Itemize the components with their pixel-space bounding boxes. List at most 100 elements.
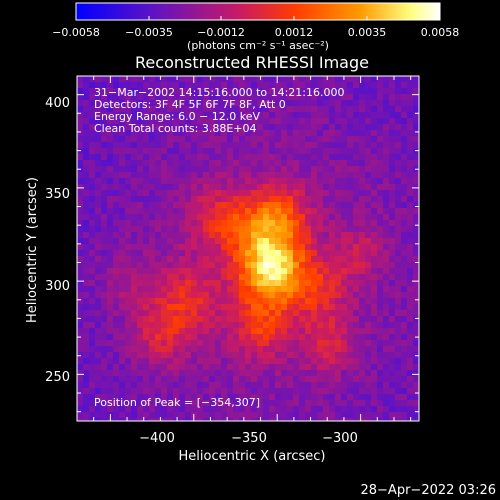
heatmap-cell [245, 190, 252, 197]
heatmap-cell [203, 322, 210, 329]
heatmap-cell [371, 304, 378, 311]
heatmap-cell [161, 292, 168, 299]
heatmap-cell [179, 196, 186, 203]
heatmap-cell [131, 418, 138, 421]
heatmap-cell [335, 124, 342, 131]
heatmap-cell [323, 76, 330, 83]
heatmap-cell [359, 382, 366, 389]
heatmap-cell [251, 88, 258, 95]
heatmap-cell [263, 130, 270, 137]
heatmap-cell [245, 292, 252, 299]
heatmap-cell [335, 286, 342, 293]
heatmap-cell [377, 124, 384, 131]
heatmap-cell [299, 166, 306, 173]
heatmap-cell [89, 346, 96, 353]
heatmap-cell [383, 202, 390, 209]
heatmap-cell [245, 256, 252, 263]
heatmap-cell [101, 376, 108, 383]
heatmap-cell [281, 166, 288, 173]
heatmap-cell [299, 364, 306, 371]
heatmap-cell [353, 136, 360, 143]
heatmap-cell [149, 106, 156, 113]
heatmap-cell [251, 244, 258, 251]
heatmap-cell [377, 388, 384, 395]
heatmap-cell [287, 364, 294, 371]
heatmap-cell [377, 184, 384, 191]
heatmap-cell [269, 352, 276, 359]
heatmap-cell [395, 214, 402, 221]
heatmap-cell [89, 166, 96, 173]
heatmap-cell [263, 190, 270, 197]
heatmap-cell [323, 136, 330, 143]
heatmap-cell [395, 184, 402, 191]
heatmap-cell [203, 238, 210, 245]
heatmap-cell [125, 82, 132, 89]
heatmap-cell [203, 214, 210, 221]
heatmap-cell [281, 298, 288, 305]
heatmap-cell [209, 340, 216, 347]
heatmap-cell [239, 280, 246, 287]
heatmap-cell [113, 226, 120, 233]
heatmap-cell [95, 154, 102, 161]
heatmap-cell [131, 106, 138, 113]
heatmap-cell [395, 376, 402, 383]
heatmap-cell [413, 394, 419, 401]
heatmap-cell [131, 244, 138, 251]
heatmap-cell [257, 172, 264, 179]
heatmap-cell [251, 220, 258, 227]
heatmap-cell [173, 190, 180, 197]
heatmap-cell [323, 88, 330, 95]
chart-title: Reconstructed RHESSI Image [135, 53, 369, 72]
heatmap-cell [119, 124, 126, 131]
heatmap-cell [323, 388, 330, 395]
heatmap-cell [269, 166, 276, 173]
heatmap-cell [317, 280, 324, 287]
heatmap-cell [329, 394, 336, 401]
heatmap-cell [191, 256, 198, 263]
heatmap-cell [185, 406, 192, 413]
heatmap-cell [227, 346, 234, 353]
heatmap-cell [83, 292, 90, 299]
heatmap-cell [329, 322, 336, 329]
heatmap-cell [131, 352, 138, 359]
heatmap-cell [83, 256, 90, 263]
heatmap-cell [401, 148, 408, 155]
heatmap-cell [341, 304, 348, 311]
heatmap-cell [119, 388, 126, 395]
heatmap-cell [389, 214, 396, 221]
heatmap-cell [251, 280, 258, 287]
heatmap-cell [215, 112, 222, 119]
heatmap-cell [407, 112, 414, 119]
heatmap-cell [257, 214, 264, 221]
heatmap-cell [317, 382, 324, 389]
heatmap-cell [143, 88, 150, 95]
heatmap-cell [371, 232, 378, 239]
heatmap-cell [149, 340, 156, 347]
heatmap-cell [215, 136, 222, 143]
heatmap-cell [191, 250, 198, 257]
heatmap-cell [149, 280, 156, 287]
heatmap-cell [119, 202, 126, 209]
heatmap-cell [155, 298, 162, 305]
heatmap-cell [107, 334, 114, 341]
heatmap-cell [263, 154, 270, 161]
heatmap-cell [221, 202, 228, 209]
heatmap-cell [305, 334, 312, 341]
heatmap-cell [257, 142, 264, 149]
heatmap-cell [365, 118, 372, 125]
heatmap-cell [377, 376, 384, 383]
heatmap-cell [131, 184, 138, 191]
heatmap-cell [137, 376, 144, 383]
heatmap-cell [167, 358, 174, 365]
heatmap-cell [323, 172, 330, 179]
heatmap-cell [413, 364, 419, 371]
heatmap-cell [323, 196, 330, 203]
heatmap-cell [407, 118, 414, 125]
heatmap-cell [155, 172, 162, 179]
heatmap-cell [197, 130, 204, 137]
heatmap-cell [89, 364, 96, 371]
heatmap-cell [179, 298, 186, 305]
heatmap-cell [245, 196, 252, 203]
heatmap-cell [275, 346, 282, 353]
heatmap-cell [155, 184, 162, 191]
